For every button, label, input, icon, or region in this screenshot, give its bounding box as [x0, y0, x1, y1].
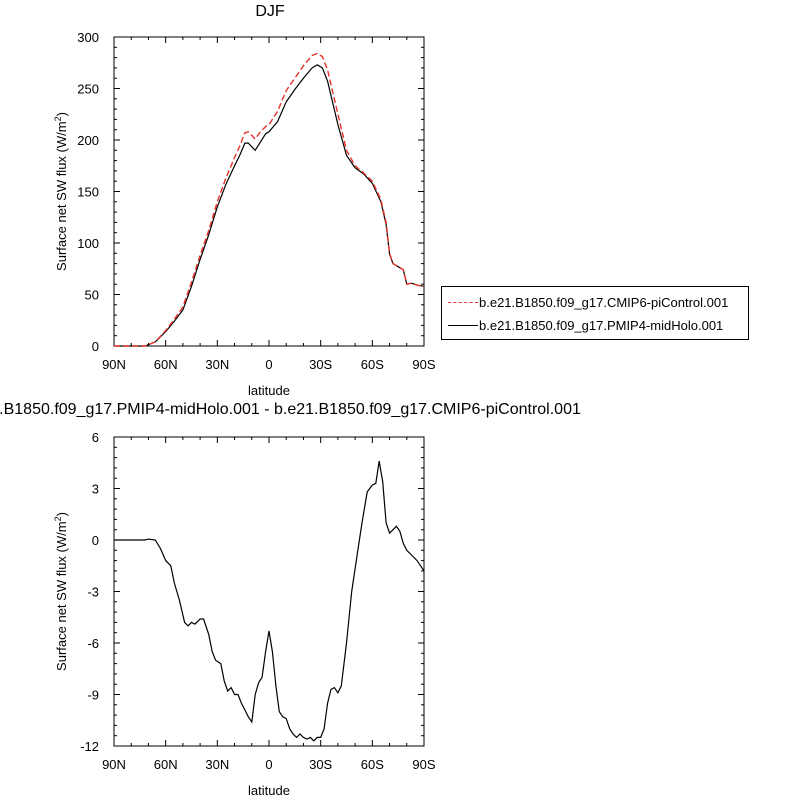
x-tick-label: 60N: [154, 757, 178, 772]
top-chart-title: DJF: [255, 3, 285, 20]
y-tick-label: 200: [77, 133, 99, 148]
top-x-axis-label: latitude: [248, 383, 290, 398]
top-panel: DJF 90N 60N 30N 0 30S 60S 90S 0 50 100 150 200 250 30…: [53, 3, 436, 398]
y-tick-label: -6: [87, 636, 99, 651]
y-tick-label: 0: [92, 339, 99, 354]
top-plot-frame: [113, 36, 425, 347]
series-line-picontrol: [114, 52, 425, 347]
y-tick-label: -12: [80, 739, 99, 754]
y-tick-label: 0: [92, 533, 99, 548]
legend-swatch-solid: [448, 325, 478, 326]
series-line-midholo: [114, 460, 425, 742]
legend: b.e21.B1850.f09_g17.CMIP6-piControl.001 …: [441, 286, 749, 340]
x-tick-label: 90N: [102, 357, 126, 372]
legend-entry-control: b.e21.B1850.f09_g17.CMIP6-piControl.001: [442, 293, 748, 313]
x-tick-label: 30N: [205, 357, 229, 372]
bottom-y-axis-label: Surface net SW flux (W/m2): [53, 512, 69, 671]
bottom-x-axis-label: latitude: [248, 783, 290, 798]
y-tick-label: 300: [77, 30, 99, 45]
y-tick-label: 250: [77, 82, 99, 97]
bottom-panel: b.e21.B1850.f09_g17.PMIP4-midHolo.001 - …: [0, 401, 581, 798]
legend-label-midholo: b.e21.B1850.f09_g17.PMIP4-midHolo.001: [479, 318, 724, 333]
bottom-series-lines: [114, 460, 425, 742]
top-ticks: 90N 60N 30N 0 30S 60S 90S 0 50 100 150 200 250 300: [77, 30, 436, 372]
x-tick-label: 30S: [309, 357, 332, 372]
x-tick-label: 90S: [412, 357, 435, 372]
y-tick-label: 6: [92, 430, 99, 445]
x-tick-label: 60S: [361, 757, 384, 772]
x-tick-label: 90N: [102, 757, 126, 772]
y-tick-label: -3: [87, 585, 99, 600]
bottom-chart-title: b.e21.B1850.f09_g17.PMIP4-midHolo.001 - …: [0, 401, 581, 418]
y-tick-label: 150: [77, 185, 99, 200]
x-tick-label: 30S: [309, 757, 332, 772]
x-tick-label: 0: [265, 757, 272, 772]
y-tick-label: 50: [85, 288, 99, 303]
legend-entry-midholo: b.e21.B1850.f09_g17.PMIP4-midHolo.001: [442, 316, 748, 336]
y-tick-label: 100: [77, 236, 99, 251]
x-tick-label: 30N: [205, 757, 229, 772]
legend-swatch-dashed: [448, 302, 478, 303]
x-tick-label: 60S: [361, 357, 384, 372]
top-series-lines: [114, 52, 425, 347]
top-y-axis-label: Surface net SW flux (W/m2): [53, 112, 69, 271]
x-tick-label: 0: [265, 357, 272, 372]
x-tick-label: 60N: [154, 357, 178, 372]
bottom-ticks: 90N 60N 30N 0 30S 60S 90S -12 -9 -6 -3 0 3 6: [80, 430, 436, 772]
legend-label-control: b.e21.B1850.f09_g17.CMIP6-piControl.001: [479, 295, 729, 310]
bottom-plot-frame: [113, 436, 425, 747]
y-tick-label: -9: [87, 688, 99, 703]
x-tick-label: 90S: [412, 757, 435, 772]
y-tick-label: 3: [92, 482, 99, 497]
series-line-midholo: [114, 64, 425, 347]
